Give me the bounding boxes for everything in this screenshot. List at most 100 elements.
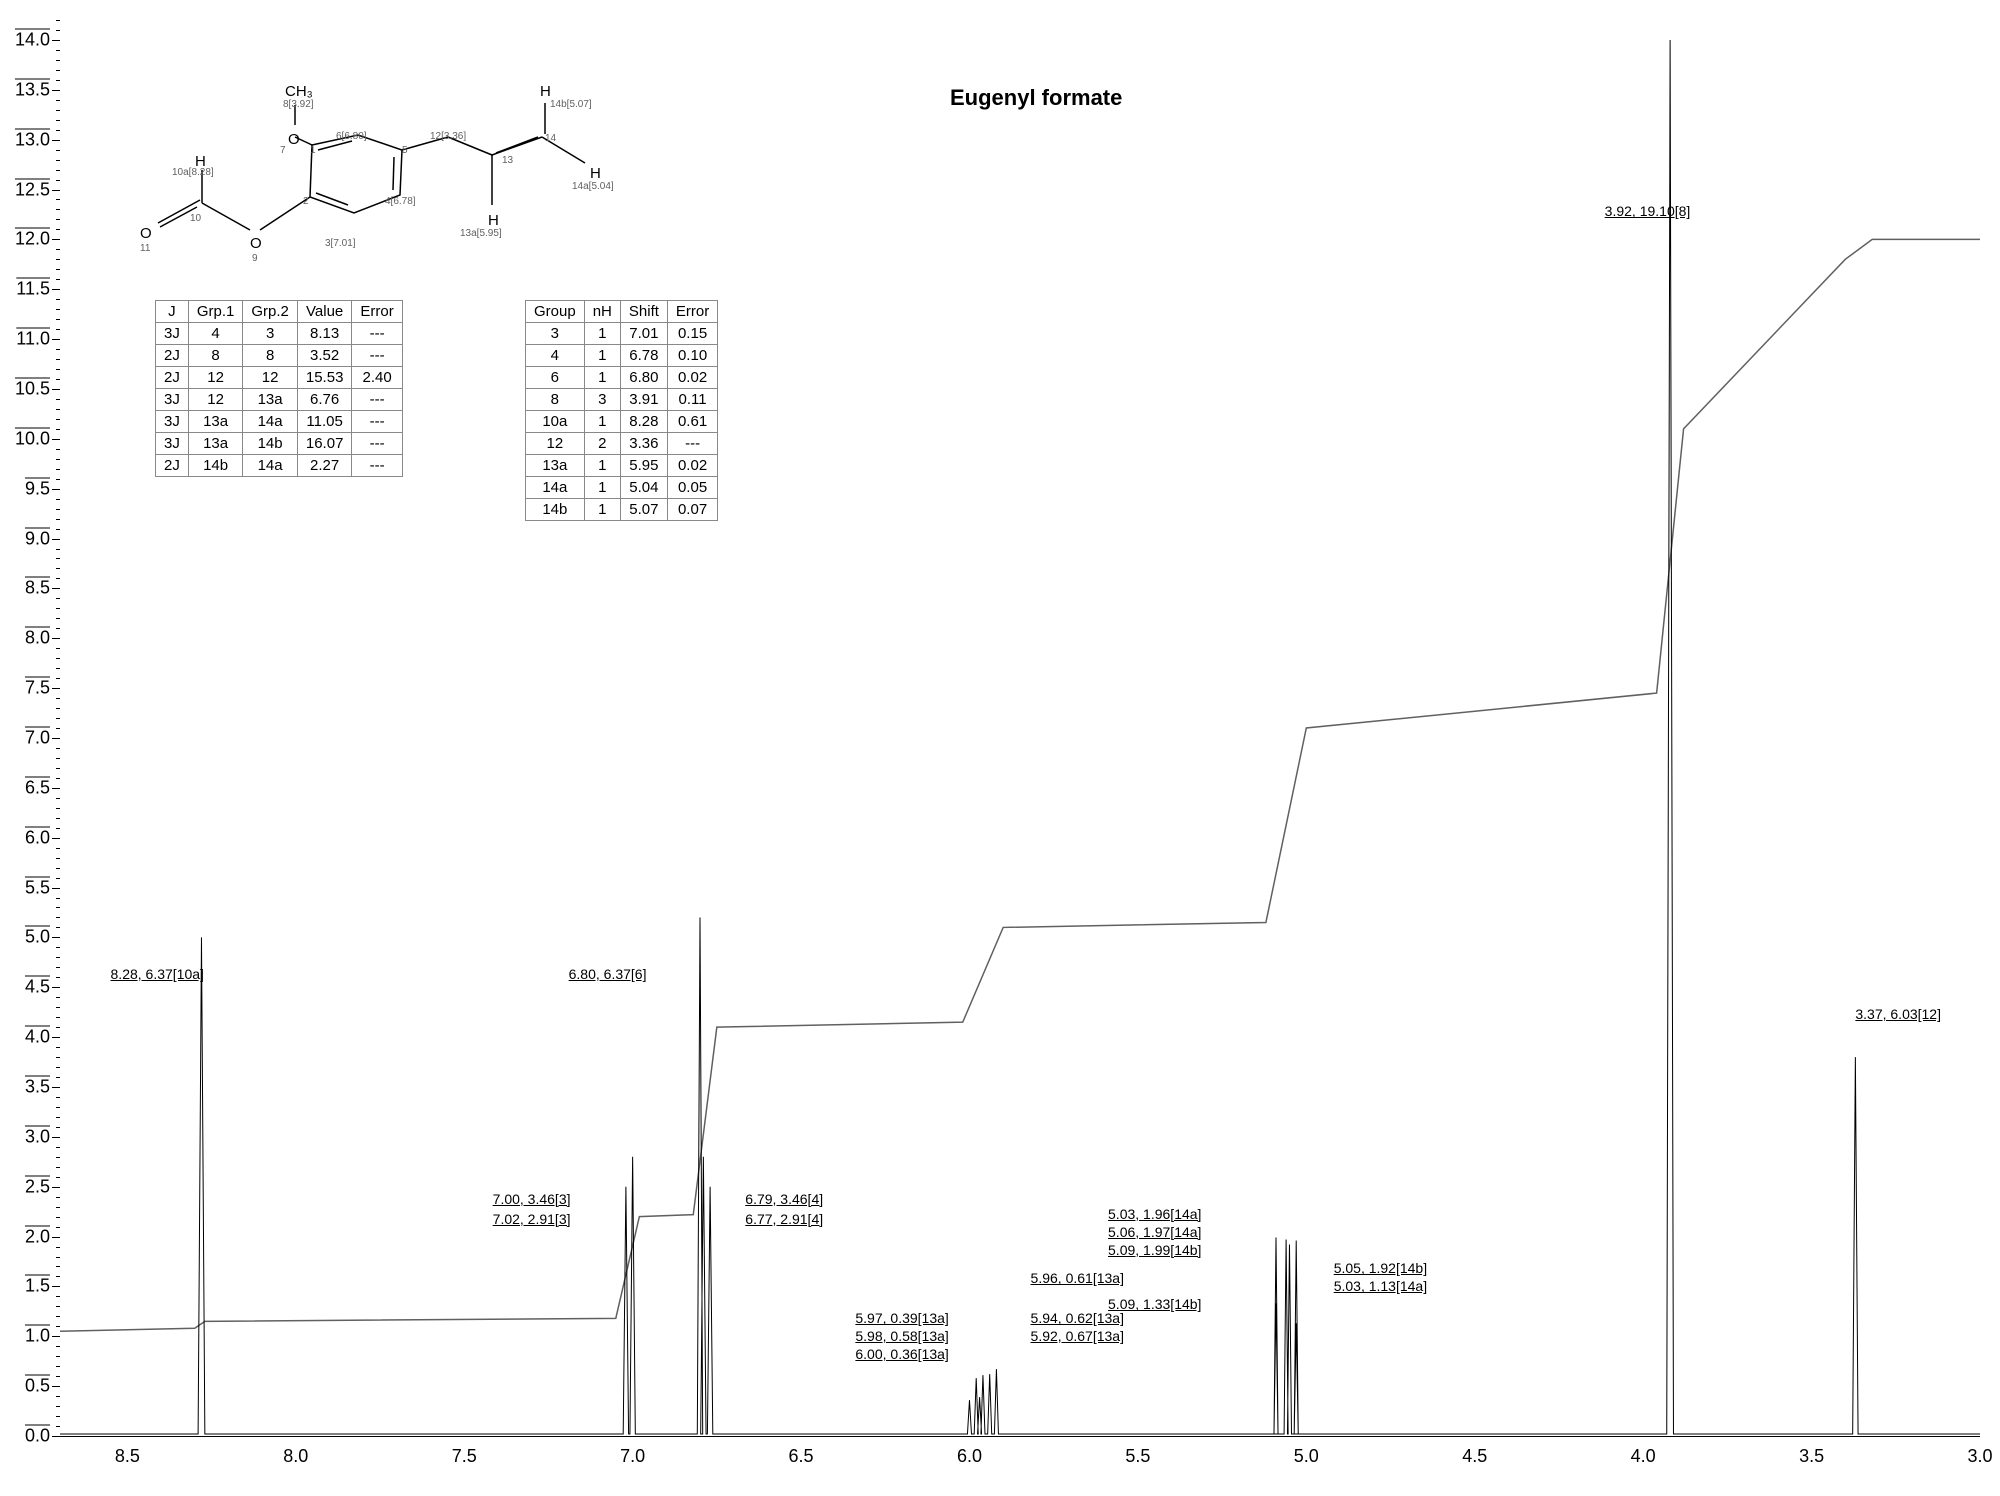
x-tick-label: 4.5 [1462,1446,1487,1467]
peak-label: 5.92, 0.67[13a] [1031,1328,1124,1344]
table-row: 616.800.02 [526,367,718,389]
y-tick-label: 6.5 [25,777,50,798]
table-cell: 3J [156,389,189,411]
table-row: 833.910.11 [526,389,718,411]
table-cell: 0.11 [667,389,717,411]
table-row: 13a15.950.02 [526,455,718,477]
table-cell: 12 [243,367,298,389]
table-cell: 8.13 [297,323,352,345]
peak-label: 7.00, 3.46[3] [493,1191,571,1207]
table-cell: 8 [243,345,298,367]
table-cell: 6 [526,367,585,389]
table-row: 14a15.040.05 [526,477,718,499]
table-cell: 0.02 [667,367,717,389]
table-cell: 12 [188,389,243,411]
y-tick-label: 7.5 [25,678,50,699]
table-cell: 2.40 [352,367,402,389]
table-cell: 1 [584,323,620,345]
table-cell: 2J [156,367,189,389]
table-cell: 0.15 [667,323,717,345]
table-cell: --- [352,411,402,433]
table-cell: 3 [526,323,585,345]
y-tick-label: 11.5 [16,279,50,300]
y-tick-label: 2.0 [25,1226,50,1247]
table-row: 416.780.10 [526,345,718,367]
table-cell: 3J [156,411,189,433]
table-cell: 13a [243,389,298,411]
table-header-cell: Value [297,301,352,323]
table-cell: 5.07 [620,499,667,521]
table-cell: --- [352,433,402,455]
structure-label: 11 [140,243,150,254]
y-tick-label: 8.0 [25,628,50,649]
table-cell: 6.78 [620,345,667,367]
structure-label: 5 [402,145,408,156]
structure-label: O [140,225,152,242]
x-tick-label: 4.0 [1631,1446,1656,1467]
peak-label: 5.96, 0.61[13a] [1031,1270,1124,1286]
y-tick-label: 10.0 [15,428,50,449]
structure-label: H [488,212,499,229]
y-tick-label: 9.5 [25,478,50,499]
x-tick-label: 6.5 [789,1446,814,1467]
structure-label: 14a[5.04] [572,181,614,192]
structure-label: 13a[5.95] [460,228,502,239]
table-row: 1223.36--- [526,433,718,455]
y-tick-label: 7.0 [25,727,50,748]
table-cell: 1 [584,477,620,499]
y-tick-label: 10.5 [15,378,50,399]
peak-label: 6.00, 0.36[13a] [855,1346,948,1362]
structure-label: 1 [310,145,316,156]
table-cell: --- [352,455,402,477]
table-header-cell: Shift [620,301,667,323]
y-tick-label: 3.5 [25,1076,50,1097]
y-tick-label: 9.0 [25,528,50,549]
table-header-cell: Grp.1 [188,301,243,323]
compound-title: Eugenyl formate [950,85,1122,111]
table-header-cell: Error [667,301,717,323]
y-tick-label: 11.0 [16,329,50,350]
peak-label: 3.92, 19.10[8] [1605,203,1691,219]
table-row: 2J883.52--- [156,345,403,367]
y-tick-label: 4.5 [25,977,50,998]
x-baseline [60,1436,1980,1437]
table-cell: 12 [526,433,585,455]
table-cell: 13a [188,433,243,455]
table-cell: 14b [188,455,243,477]
table-header-cell: J [156,301,189,323]
x-tick-label: 7.0 [620,1446,645,1467]
peak-label: 5.06, 1.97[14a] [1108,1224,1201,1240]
table-cell: 1 [584,499,620,521]
structure-label: 9 [252,253,258,264]
structure-label: 14 [545,133,556,144]
table-cell: 4 [526,345,585,367]
table-cell: --- [667,433,717,455]
table-cell: --- [352,323,402,345]
structure-label: 3[7.01] [325,238,356,249]
y-tick-label: 5.0 [25,927,50,948]
table-row: 3J438.13--- [156,323,403,345]
table-cell: 15.53 [297,367,352,389]
table-cell: 1 [584,455,620,477]
table-cell: 8.28 [620,411,667,433]
peak-label: 5.97, 0.39[13a] [855,1310,948,1326]
table-cell: 0.61 [667,411,717,433]
table-cell: 14a [526,477,585,499]
structure-label: 10 [190,213,201,224]
x-tick-label: 8.0 [283,1446,308,1467]
structure-label: H [590,165,601,182]
table-cell: 2.27 [297,455,352,477]
table-row: 10a18.280.61 [526,411,718,433]
structure-label: 2 [303,196,309,207]
table-cell: 3 [243,323,298,345]
peak-label: 5.98, 0.58[13a] [855,1328,948,1344]
peak-label: 7.02, 2.91[3] [493,1211,571,1227]
table-cell: 0.05 [667,477,717,499]
peak-label: 6.80, 6.37[6] [569,966,647,982]
y-tick-label: 13.5 [15,79,50,100]
table-cell: 3.36 [620,433,667,455]
y-tick-label: 2.5 [25,1176,50,1197]
x-tick-label: 7.5 [452,1446,477,1467]
table-cell: 12 [188,367,243,389]
peak-label: 5.94, 0.62[13a] [1031,1310,1124,1326]
